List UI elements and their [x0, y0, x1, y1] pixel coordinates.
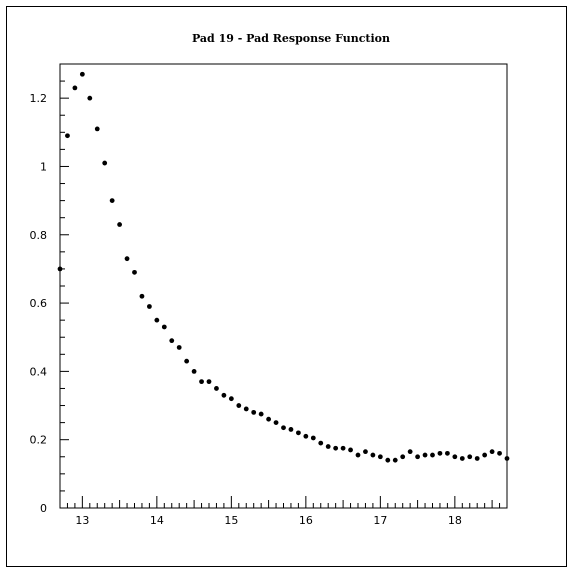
y-axis: 0 0.2 0.4 0.6 0.8 1 1.2: [30, 63, 69, 515]
x-tick-label: 17: [373, 514, 387, 527]
y-tick-label: 1: [40, 160, 47, 173]
data-point: [363, 449, 368, 455]
data-point: [258, 411, 264, 417]
data-point: [497, 450, 502, 456]
x-tick-label: 18: [448, 514, 462, 527]
data-point: [392, 457, 398, 463]
x-tick-label: 16: [299, 514, 313, 527]
data-point: [377, 454, 383, 460]
data-point: [415, 454, 420, 460]
x-tick-label: 13: [75, 514, 89, 527]
data-point: [132, 269, 137, 275]
data-point: [214, 386, 219, 391]
data-point: [430, 452, 435, 458]
data-point: [65, 133, 70, 139]
data-point: [407, 449, 413, 455]
data-point: [184, 358, 190, 364]
data-point: [87, 95, 93, 101]
y-tick-label: 1.2: [30, 92, 48, 105]
data-point: [482, 452, 488, 458]
data-point: [504, 456, 510, 461]
data-point: [221, 392, 227, 398]
data-point: [206, 379, 212, 385]
data-point: [310, 435, 316, 441]
data-point: [79, 71, 85, 77]
data-point: [489, 449, 495, 455]
data-points: [57, 71, 510, 463]
data-point: [370, 452, 376, 458]
data-point: [161, 324, 167, 330]
data-point: [154, 317, 160, 323]
data-point: [109, 198, 115, 204]
data-point: [57, 266, 63, 272]
canvas-frame: [6, 6, 567, 567]
data-point: [437, 450, 443, 456]
data-point: [102, 160, 108, 166]
data-point: [199, 379, 204, 385]
data-point: [169, 338, 175, 344]
data-point: [117, 222, 122, 227]
data-point: [147, 304, 152, 309]
data-point: [228, 396, 234, 402]
data-point: [467, 454, 473, 460]
data-point: [251, 409, 257, 415]
data-point: [385, 457, 391, 463]
data-point: [296, 430, 301, 436]
y-tick-label: 0.8: [30, 229, 48, 242]
data-point: [474, 456, 480, 461]
data-point: [340, 445, 346, 451]
y-tick-label: 0.2: [30, 434, 48, 447]
data-point: [288, 427, 294, 432]
chart-title: Pad 19 - Pad Response Function: [192, 32, 390, 45]
data-point: [355, 452, 361, 458]
data-point: [273, 420, 279, 426]
data-point: [266, 416, 271, 422]
data-point: [400, 454, 406, 460]
data-point: [333, 445, 339, 451]
data-point: [139, 293, 145, 299]
x-axis: 13 14 15 16 17 18: [59, 496, 508, 527]
data-point: [281, 425, 286, 431]
plot-area: [59, 63, 508, 509]
data-point: [303, 433, 309, 439]
x-tick-label: 14: [150, 514, 164, 527]
data-point: [318, 440, 324, 446]
y-tick-label: 0.6: [30, 297, 48, 310]
data-point: [243, 406, 249, 412]
data-point: [176, 345, 182, 350]
data-point: [325, 444, 331, 449]
data-point: [72, 85, 78, 91]
data-point: [445, 450, 450, 456]
y-tick-label: 0: [40, 502, 47, 515]
data-point: [459, 456, 465, 461]
data-point: [94, 126, 100, 132]
data-point: [236, 403, 242, 408]
data-point: [348, 447, 353, 453]
x-tick-label: 15: [224, 514, 238, 527]
y-tick-label: 0.4: [30, 365, 48, 378]
data-point: [422, 452, 428, 458]
data-point: [452, 454, 458, 460]
data-point: [124, 256, 130, 262]
data-point: [191, 368, 197, 374]
